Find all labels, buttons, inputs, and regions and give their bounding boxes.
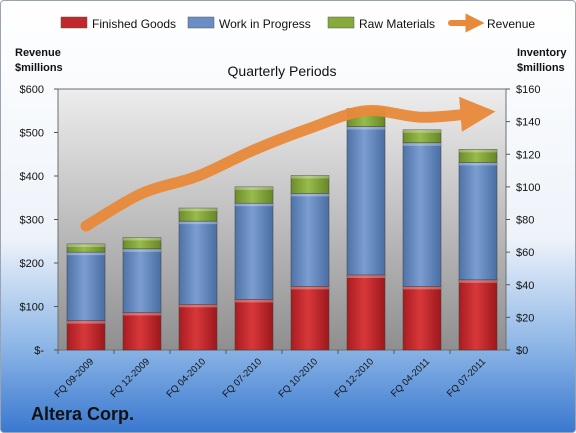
y-axis-left-title: Revenue <box>15 47 61 59</box>
legend-swatch-raw-materials <box>327 16 355 29</box>
bar-work-in-progress <box>66 251 106 321</box>
bar-work-in-progress <box>234 202 274 300</box>
bar-raw-materials <box>66 243 106 253</box>
bar-highlight <box>235 203 273 207</box>
bar-finished-goods <box>290 286 330 351</box>
y-axis-left-title: $millions <box>15 62 63 74</box>
y-left-tick-label: $100 <box>20 302 44 314</box>
x-tick-label: FQ 12-2009 <box>108 356 152 400</box>
bar-highlight <box>123 237 161 241</box>
bar-highlight <box>179 221 217 225</box>
bar-highlight <box>347 126 385 130</box>
bar-finished-goods <box>234 299 274 351</box>
bar-work-in-progress <box>458 162 498 281</box>
bar-work-in-progress <box>122 248 162 313</box>
bar-raw-materials <box>402 129 442 144</box>
y-left-tick-label: $- <box>34 345 44 357</box>
legend-label-revenue: Revenue <box>487 17 535 31</box>
bar-finished-goods <box>122 312 162 351</box>
y-right-tick-label: $140 <box>516 117 540 129</box>
bar-highlight <box>403 286 441 290</box>
bar-highlight <box>403 129 441 133</box>
x-tick-label: FQ 07-2011 <box>445 356 488 399</box>
legend-label-raw-materials: Raw Materials <box>359 17 435 31</box>
bar-highlight <box>67 252 105 256</box>
bar-highlight <box>235 186 273 190</box>
y-axis-right-title: Inventory <box>517 47 567 59</box>
bar-finished-goods <box>178 304 218 351</box>
bar-highlight <box>179 304 217 308</box>
legend-swatch-finished-goods <box>60 16 88 29</box>
legend-swatch-work-in-progress <box>187 16 215 29</box>
bar-work-in-progress <box>290 193 330 287</box>
bar-finished-goods <box>402 286 442 351</box>
axis-titles: Revenue $millions Inventory $millions Quarte… <box>15 47 567 79</box>
bar-highlight <box>235 299 273 303</box>
bar-highlight <box>291 175 329 179</box>
bar-work-in-progress <box>346 126 386 276</box>
bar-raw-materials <box>458 149 498 163</box>
y-left-tick-label: $300 <box>20 215 44 227</box>
x-tick-label: FQ 10-2010 <box>276 356 320 400</box>
bar-highlight <box>459 279 497 283</box>
bar-highlight <box>291 286 329 290</box>
bar-highlight <box>123 248 161 252</box>
y-right-tick-label: $80 <box>516 215 534 227</box>
legend-label-work-in-progress: Work in Progress <box>219 17 311 31</box>
chart-title: Quarterly Periods <box>228 63 337 79</box>
bar-highlight <box>67 320 105 324</box>
bar-highlight <box>67 243 105 247</box>
bar-highlight <box>123 312 161 316</box>
x-tick-label: FQ 04-2010 <box>164 356 208 400</box>
y-right-tick-label: $40 <box>516 280 534 292</box>
bar-raw-materials <box>178 207 218 222</box>
y-right-tick-label: $120 <box>516 149 540 161</box>
bar-highlight <box>403 142 441 146</box>
bar-work-in-progress <box>402 142 442 287</box>
y-right-tick-label: $20 <box>516 312 534 324</box>
x-tick-label: FQ 07-2010 <box>220 356 264 400</box>
bar-raw-materials <box>122 237 162 250</box>
y-axis-right-title: $millions <box>517 62 565 74</box>
series-line-revenue <box>80 96 496 232</box>
revenue-line <box>80 96 496 232</box>
y-right-tick-label: $0 <box>516 345 528 357</box>
bar-raw-materials <box>234 186 274 204</box>
x-tick-label: FQ 04-2011 <box>389 356 432 399</box>
y-right-tick-label: $60 <box>516 247 534 259</box>
bar-raw-materials <box>290 175 330 194</box>
y-right-tick-label: $100 <box>516 182 540 194</box>
company-name: Altera Corp. <box>31 404 135 424</box>
bar-highlight <box>459 162 497 166</box>
y-right-tick-label: $160 <box>516 84 540 96</box>
x-tick-label: FQ 09-2009 <box>52 356 96 400</box>
bar-finished-goods <box>346 274 386 351</box>
y-left-tick-label: $200 <box>20 258 44 270</box>
legend-label-finished-goods: Finished Goods <box>92 17 176 31</box>
bar-highlight <box>459 149 497 153</box>
bar-work-in-progress <box>178 220 218 305</box>
bar-highlight <box>347 274 385 278</box>
bar-highlight <box>179 208 217 212</box>
y-left-tick-label: $500 <box>20 128 44 140</box>
y-left-tick-label: $600 <box>20 84 44 96</box>
bars <box>66 108 498 351</box>
x-tick-label: FQ 12-2010 <box>332 356 376 400</box>
y-left-tick-label: $400 <box>20 171 44 183</box>
legend: Finished Goods Work in Progress Raw Materi… <box>60 13 535 33</box>
bar-highlight <box>291 193 329 197</box>
bar-finished-goods <box>66 320 106 351</box>
bar-finished-goods <box>458 279 498 351</box>
